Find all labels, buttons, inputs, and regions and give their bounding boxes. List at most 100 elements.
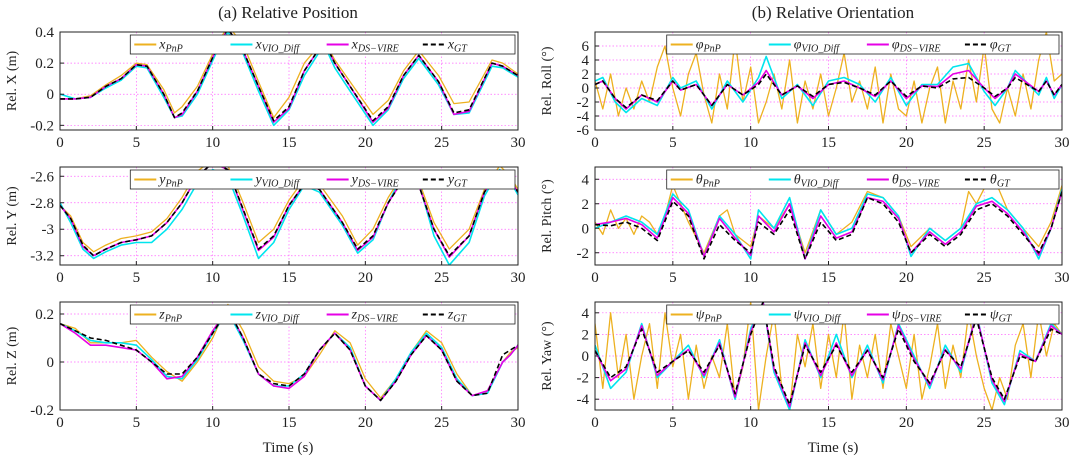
series-line-gt — [595, 302, 1062, 406]
legend-label-pnp: xPnP — [158, 38, 183, 55]
y-tick-label: 0.4 — [35, 25, 54, 41]
legend-box — [666, 169, 1060, 190]
legend-label-pnp: zPnP — [158, 308, 182, 325]
y-tick-label: 2 — [582, 67, 590, 83]
legend-box — [666, 304, 1060, 325]
legend-label-ds: θDS−VIRE — [892, 173, 940, 190]
x-tick-label: 25 — [977, 135, 992, 151]
x-tick-label: 25 — [434, 135, 449, 151]
legend-label-pnp: θPnP — [696, 173, 720, 190]
legend-label-vio: zVIO_Diff — [254, 308, 299, 325]
series-line-vio — [60, 168, 518, 265]
x-tick-label: 5 — [133, 415, 141, 431]
legend-label-vio: xVIO_Diff — [254, 38, 300, 55]
series-line-pnp — [60, 167, 518, 253]
chart-5: 0 5 10 15 20 25 30 -4 -2 0 2 4 Rel. Yaw (°) ψPnP ψVIO_… — [540, 301, 1070, 431]
series-line-gt — [60, 32, 518, 122]
y-tick-label: 0 — [582, 349, 590, 365]
x-tick-label: 30 — [1055, 415, 1070, 431]
x-tick-label: 30 — [511, 415, 526, 431]
y-tick-label: -2 — [577, 371, 590, 387]
x-tick-label: 10 — [205, 135, 220, 151]
legend-label-ds: yDS−VIRE — [350, 173, 399, 190]
x-tick-label: 0 — [56, 415, 64, 431]
y-tick-label: 0.2 — [35, 307, 54, 323]
series-line-ds — [595, 191, 1062, 260]
y-tick-label: 6 — [582, 39, 590, 55]
legend-label-pnp: ψPnP — [696, 308, 722, 325]
legend-label-ds: xDS−VIRE — [351, 38, 399, 55]
chart-1: 0 5 10 15 20 25 30 -3.2 -3 -2.8 -2.6 Rel. Y (m) yPnP… — [5, 166, 526, 286]
x-tick-label: 10 — [743, 270, 758, 286]
x-tick-label: 20 — [358, 135, 373, 151]
y-axis-label: Rel. Yaw (°) — [540, 321, 555, 391]
x-tick-label: 25 — [434, 270, 449, 286]
x-tick-label: 30 — [511, 135, 526, 151]
y-tick-label: -6 — [577, 123, 590, 139]
x-tick-label: 10 — [743, 415, 758, 431]
legend: xPnP xVIO_Diff xDS−VIRE xGT — [129, 34, 516, 55]
panel-title-orientation: (b) Relative Orientation — [752, 3, 915, 22]
y-tick-label: 4 — [582, 53, 590, 69]
x-tick-label: 25 — [977, 270, 992, 286]
series-line-vio — [60, 32, 518, 127]
y-axis-label: Rel. X (m) — [5, 51, 20, 112]
legend-label-pnp: yPnP — [157, 173, 183, 190]
legend-label-ds: zDS−VIRE — [351, 308, 398, 325]
legend-label-vio: θVIO_Diff — [794, 173, 840, 190]
legend: zPnP zVIO_Diff zDS−VIRE zGT — [129, 304, 516, 325]
y-tick-label: 0.2 — [35, 56, 54, 72]
x-tick-label: 5 — [133, 135, 141, 151]
y-tick-label: 0 — [582, 81, 590, 97]
x-tick-label: 15 — [821, 270, 836, 286]
y-tick-label: -0.2 — [30, 403, 54, 419]
x-tick-label: 15 — [821, 415, 836, 431]
series-line-gt — [595, 73, 1062, 109]
y-tick-label: -3 — [42, 222, 55, 238]
x-tick-label: 15 — [282, 270, 297, 286]
legend: θPnP θVIO_Diff θDS−VIRE θGT — [666, 169, 1060, 190]
x-tick-label: 25 — [977, 415, 992, 431]
y-tick-label: 2 — [582, 197, 590, 213]
x-tick-label: 0 — [591, 135, 599, 151]
x-tick-label: 20 — [899, 135, 914, 151]
panel-title-position: (a) Relative Position — [218, 3, 358, 22]
y-axis-label: Rel. Y (m) — [5, 186, 20, 246]
x-tick-label: 0 — [591, 415, 599, 431]
x-tick-label: 0 — [56, 270, 64, 286]
series-line-vio — [595, 188, 1062, 260]
y-axis-label: Rel. Pitch (°) — [540, 179, 555, 253]
x-tick-label: 20 — [899, 270, 914, 286]
legend-label-gt: ψGT — [990, 308, 1013, 325]
legend-label-vio: φVIO_Diff — [794, 38, 840, 55]
x-tick-label: 25 — [434, 415, 449, 431]
y-tick-label: 4 — [582, 172, 590, 188]
legend-label-vio: yVIO_Diff — [253, 173, 300, 190]
x-tick-label: 0 — [591, 270, 599, 286]
legend: φPnP φVIO_Diff φDS−VIRE φGT — [666, 34, 1060, 55]
x-tick-label: 30 — [1055, 135, 1070, 151]
x-tick-label: 20 — [358, 270, 373, 286]
legend-box — [129, 34, 516, 55]
y-tick-label: -4 — [577, 109, 590, 125]
y-tick-label: -2.6 — [30, 169, 54, 185]
y-tick-label: 0 — [582, 221, 590, 237]
x-tick-label: 10 — [743, 135, 758, 151]
x-tick-label: 5 — [669, 135, 677, 151]
x-tick-label: 5 — [133, 270, 141, 286]
legend: ψPnP ψVIO_Diff ψDS−VIRE ψGT — [666, 304, 1060, 325]
legend-label-gt: xGT — [447, 38, 468, 55]
y-tick-label: 2 — [582, 327, 590, 343]
series-line-gt — [60, 308, 518, 402]
legend-box — [666, 34, 1060, 55]
legend-label-gt: θGT — [990, 173, 1011, 190]
x-tick-label: 10 — [205, 270, 220, 286]
legend-label-gt: zGT — [447, 308, 468, 325]
legend-label-ds: ψDS−VIRE — [892, 308, 942, 325]
x-tick-label: 15 — [282, 415, 297, 431]
x-tick-label: 15 — [282, 135, 297, 151]
